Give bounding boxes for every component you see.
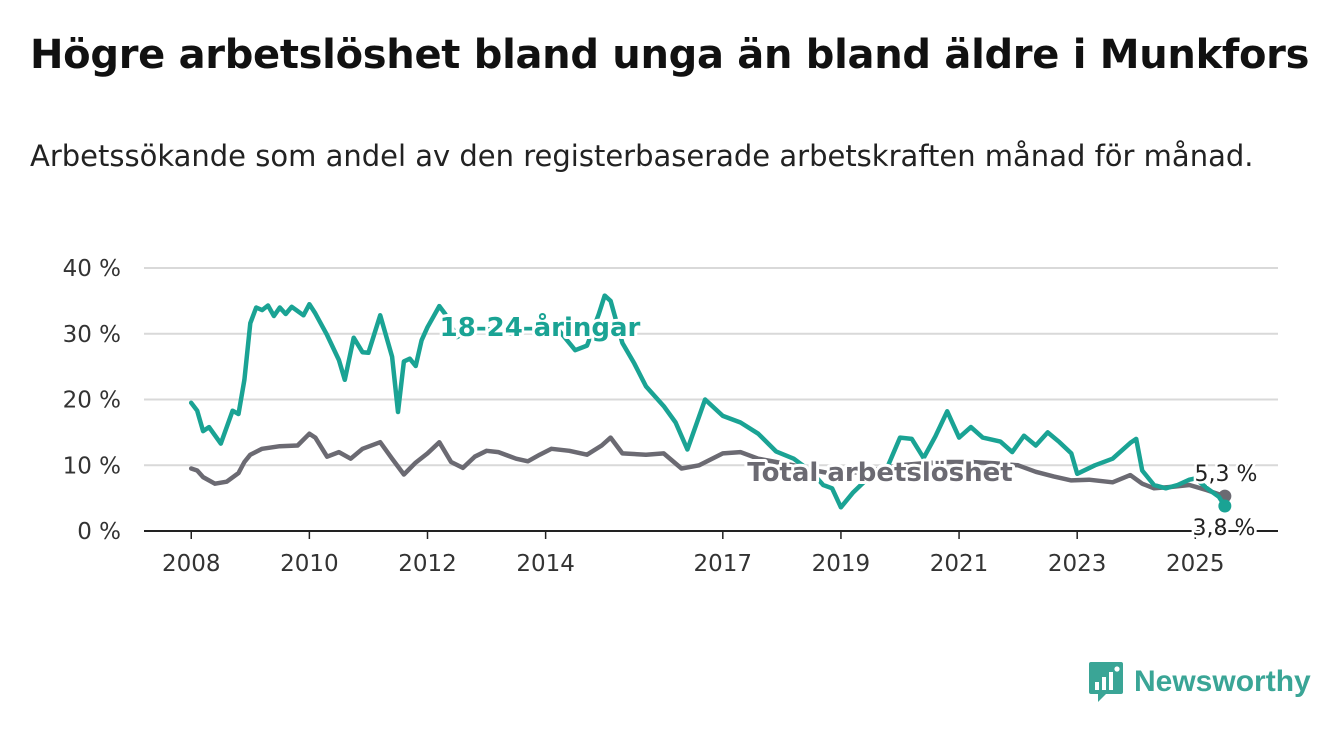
- y-tick-label: 40 %: [63, 256, 121, 282]
- grid-lines: [144, 267, 1278, 532]
- x-tick-label: 2023: [1048, 551, 1107, 577]
- y-tick-label: 10 %: [63, 453, 121, 479]
- youth-series-label: 18-24-åringar: [440, 311, 641, 343]
- brand-logo: Newsworthy: [1088, 660, 1311, 704]
- y-tick-label: 20 %: [63, 388, 121, 414]
- total-end-label: 5,3 %: [1195, 462, 1258, 487]
- x-tick-label: 2019: [812, 551, 871, 577]
- total-series-label: Total arbetslöshet: [747, 458, 1012, 488]
- x-tick-label: 2008: [162, 551, 221, 577]
- x-tick-label: 2025: [1166, 551, 1225, 577]
- y-tick-labels: 0 % 10 % 20 % 30 % 40 %: [63, 256, 121, 545]
- x-tick-label: 2012: [398, 551, 457, 577]
- total-series-line: [188, 431, 1228, 499]
- x-tick-label: 2017: [694, 551, 753, 577]
- series-labels: 18-24-åringar Total arbetslöshet 5,3 % 3,8 …: [437, 308, 1260, 544]
- x-tick-label: 2010: [280, 551, 339, 577]
- brand-name: Newsworthy: [1134, 665, 1311, 698]
- newsworthy-logo-icon: [1089, 662, 1123, 702]
- y-tick-label: 0 %: [77, 519, 121, 545]
- youth-end-label: 3,8 %: [1193, 516, 1256, 541]
- x-tick-labels: 2008 2010 2012 2014 2017 2019 2021 2023 2025: [162, 531, 1225, 577]
- x-tick-label: 2014: [516, 551, 575, 577]
- youth-end-marker: [1218, 499, 1232, 513]
- chart-subtitle: Arbetssökande som andel av den registerb…: [30, 139, 1254, 173]
- x-tick-label: 2021: [930, 551, 989, 577]
- youth-series-line: [188, 293, 1228, 510]
- chart-title: Högre arbetslöshet bland unga än bland ä…: [30, 32, 1310, 78]
- y-tick-label: 30 %: [63, 322, 121, 348]
- series-lines: [188, 293, 1232, 513]
